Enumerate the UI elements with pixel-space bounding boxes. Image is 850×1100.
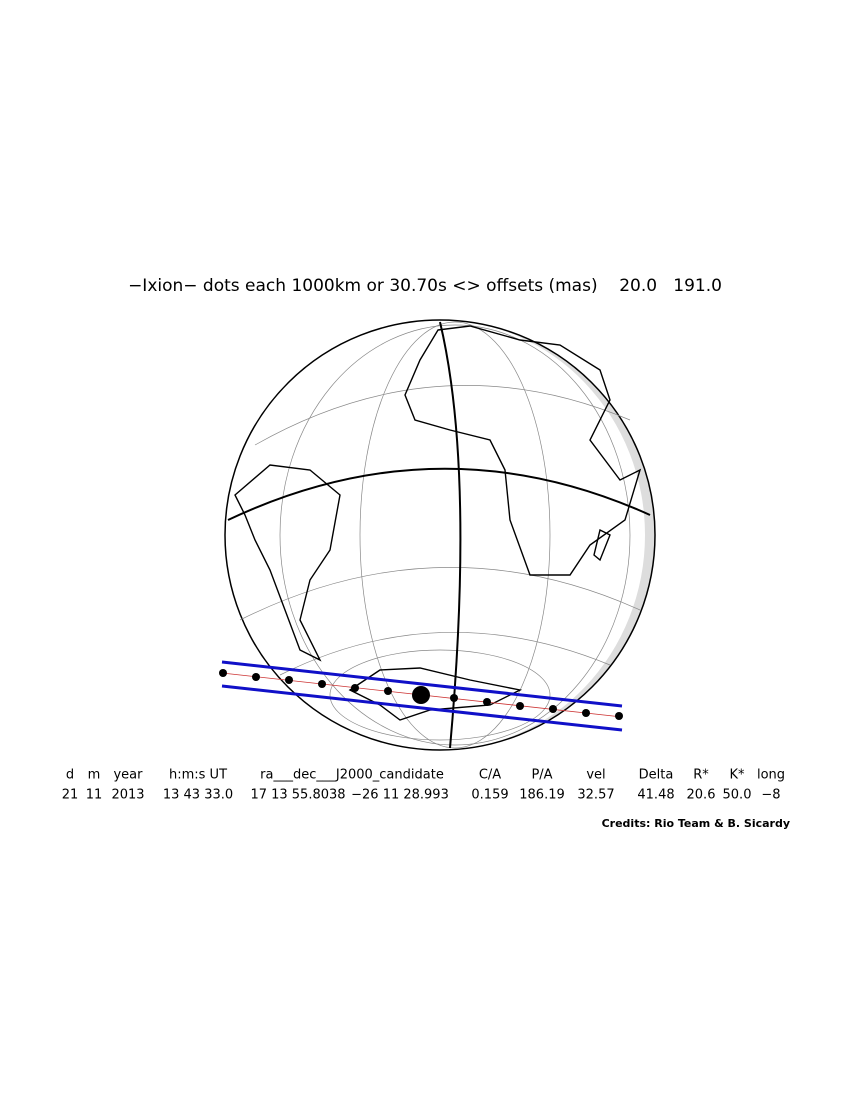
column-header: year [113, 768, 143, 783]
column-header: long [757, 768, 785, 783]
limb [224, 319, 656, 751]
meridian [359, 321, 551, 749]
column-header: R* [693, 768, 709, 783]
globe [224, 319, 656, 751]
column-header: C/A [479, 768, 501, 783]
shadow-path [219, 660, 623, 732]
path-limit [221, 684, 623, 732]
column-header: d [66, 768, 74, 783]
south-america [234, 464, 341, 662]
info-table: d m year h:m:s UT ra___dec___J2000_candidate… [62, 768, 785, 803]
column-header: ra___dec___J2000_candidate [260, 768, 444, 783]
cell: −26 11 28.993 [351, 788, 449, 803]
cell: 17 13 55.8038 [250, 788, 345, 803]
cell: 186.19 [519, 788, 565, 803]
meridian [279, 324, 631, 746]
path-limit [221, 660, 623, 708]
column-header: m [88, 768, 101, 783]
cell: 41.48 [637, 788, 674, 803]
credits: Credits: Rio Team & B. Sicardy [602, 817, 790, 830]
madagascar [593, 528, 611, 562]
antarctica [348, 667, 523, 721]
cell: −8 [761, 788, 780, 803]
cell: 2013 [111, 788, 144, 803]
africa [404, 325, 642, 576]
column-header: vel [586, 768, 605, 783]
parallel [239, 567, 641, 621]
parallel [254, 385, 631, 446]
cell: 21 [62, 788, 79, 803]
column-header: K* [729, 768, 745, 783]
meridian-main [439, 321, 462, 749]
title: −Ixion− dots each 1000km or 30.70s <> of… [128, 276, 722, 296]
column-header: P/A [531, 768, 552, 783]
cell: 13 43 33.0 [163, 788, 233, 803]
parallel [279, 631, 611, 676]
cell: 50.0 [723, 788, 752, 803]
cell: 0.159 [471, 788, 508, 803]
column-header: h:m:s UT [169, 768, 227, 783]
column-header: Delta [639, 768, 674, 783]
parallel [329, 649, 551, 741]
dots [219, 669, 623, 720]
cell: 11 [86, 788, 103, 803]
cell: 32.57 [577, 788, 614, 803]
equator [227, 467, 651, 521]
cell: 20.6 [687, 788, 716, 803]
